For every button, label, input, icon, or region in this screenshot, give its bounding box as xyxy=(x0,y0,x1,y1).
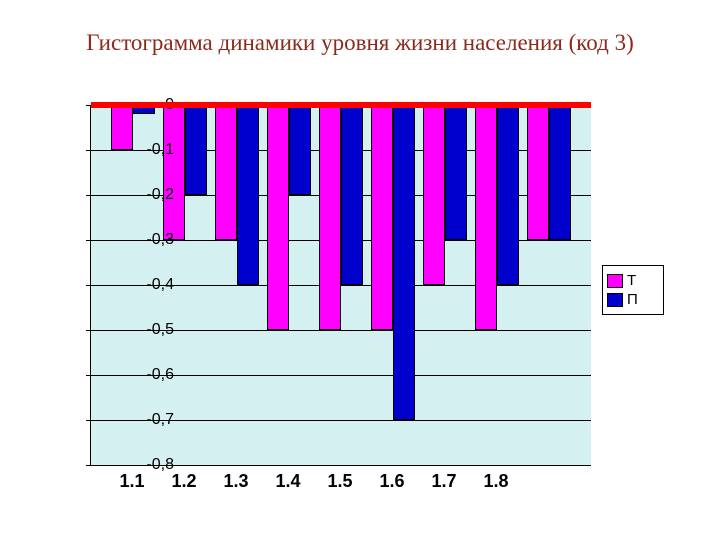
legend-label: Т xyxy=(627,272,636,289)
y-tick xyxy=(86,330,91,331)
bar-series-p xyxy=(497,105,519,285)
x-axis-label: 1.8 xyxy=(483,471,508,492)
bar-series-t xyxy=(163,105,185,240)
legend-swatch-p xyxy=(607,293,623,307)
y-tick xyxy=(86,465,91,466)
chart-container: Т П 0-0,1-0,2-0,3-0,4-0,5-0,6-0,7-0,81.1… xyxy=(40,105,680,505)
legend-label: П xyxy=(627,291,638,308)
y-tick xyxy=(86,285,91,286)
bar-series-p xyxy=(445,105,467,240)
y-axis-label: -0,7 xyxy=(134,411,174,429)
chart-title: Гистограмма динамики уровня жизни населе… xyxy=(0,30,720,56)
bar-series-p xyxy=(549,105,571,240)
bar-series-t xyxy=(215,105,237,240)
y-axis-label: -0,3 xyxy=(134,231,174,249)
x-axis-label: 1.3 xyxy=(223,471,248,492)
x-axis-label: 1.4 xyxy=(275,471,300,492)
x-axis-label: 1.6 xyxy=(379,471,404,492)
y-axis-label: -0,6 xyxy=(134,366,174,384)
bar-series-t xyxy=(475,105,497,330)
y-tick xyxy=(86,375,91,376)
x-axis-label: 1.2 xyxy=(171,471,196,492)
legend-item: П xyxy=(607,291,659,308)
y-tick xyxy=(86,150,91,151)
zero-reference-line xyxy=(91,102,591,108)
legend-swatch-t xyxy=(607,274,623,288)
x-axis-label: 1.1 xyxy=(119,471,144,492)
bar-series-p xyxy=(185,105,207,195)
y-axis-label: -0,4 xyxy=(134,276,174,294)
y-tick xyxy=(86,420,91,421)
bar-series-t xyxy=(319,105,341,330)
bar-series-t xyxy=(371,105,393,330)
y-tick xyxy=(86,195,91,196)
y-axis-label: -0,1 xyxy=(134,141,174,159)
y-tick xyxy=(86,240,91,241)
bar-series-p xyxy=(289,105,311,195)
legend-item: Т xyxy=(607,272,659,289)
bar-series-t xyxy=(527,105,549,240)
y-axis-label: -0,5 xyxy=(134,321,174,339)
legend: Т П xyxy=(602,265,664,315)
x-axis-label: 1.7 xyxy=(431,471,456,492)
bar-series-t xyxy=(267,105,289,330)
bar-series-p xyxy=(237,105,259,285)
bar-series-t xyxy=(423,105,445,285)
y-axis-label: -0,2 xyxy=(134,186,174,204)
bar-series-p xyxy=(393,105,415,420)
x-axis-label: 1.5 xyxy=(327,471,352,492)
bar-series-p xyxy=(341,105,363,285)
bar-series-t xyxy=(111,105,133,150)
